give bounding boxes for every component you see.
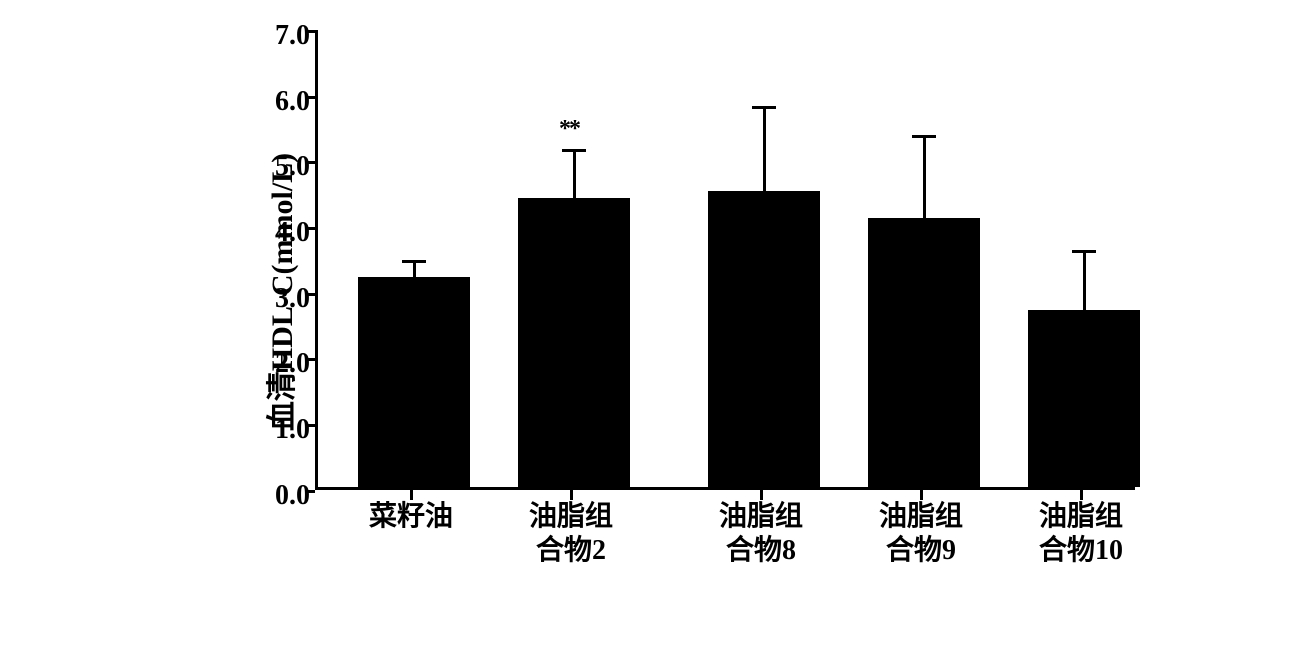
- bar-chart: 血清HDL-C(mmol/L) 7.0 6.0 5.0 4.0 3.0 2.0 …: [200, 20, 1150, 620]
- error-bar: [763, 106, 766, 191]
- x-tick-mark: [410, 490, 413, 500]
- error-bar: [573, 149, 576, 198]
- bar: [868, 218, 980, 487]
- x-tick-mark: [760, 490, 763, 500]
- error-cap: [912, 135, 936, 138]
- x-tick-mark: [1080, 490, 1083, 500]
- error-cap: [562, 149, 586, 152]
- bar: [518, 198, 630, 487]
- y-tick-label: 3.0: [250, 283, 310, 315]
- y-tick-mark: [305, 161, 315, 164]
- x-axis-label: 油脂组合物8: [691, 500, 831, 567]
- x-axis-label-line2: 合物9: [851, 534, 991, 568]
- y-tick-mark: [305, 227, 315, 230]
- x-tick-mark: [570, 490, 573, 500]
- y-tick-mark: [305, 30, 315, 33]
- error-cap: [1072, 250, 1096, 253]
- error-cap: [752, 106, 776, 109]
- bar: [358, 277, 470, 487]
- x-tick-mark: [920, 490, 923, 500]
- error-bar: [1083, 250, 1086, 309]
- x-axis-label-line1: 油脂组: [501, 500, 641, 534]
- y-tick-mark: [305, 293, 315, 296]
- bar: [708, 191, 820, 487]
- x-axis-label: 油脂组合物10: [1011, 500, 1151, 567]
- plot-area: **: [315, 30, 1135, 490]
- x-axis-label: 油脂组合物9: [851, 500, 991, 567]
- y-tick-mark: [305, 358, 315, 361]
- y-tick-label: 5.0: [250, 151, 310, 183]
- x-axis-label: 油脂组合物2: [501, 500, 641, 567]
- error-cap: [402, 260, 426, 263]
- x-axis-label-line2: 合物2: [501, 534, 641, 568]
- y-tick-mark: [305, 490, 315, 493]
- y-tick-label: 2.0: [250, 348, 310, 380]
- error-bar: [923, 135, 926, 217]
- x-axis-label-line2: 合物8: [691, 534, 831, 568]
- significance-marker: **: [559, 116, 579, 143]
- x-axis-label-line1: 油脂组: [1011, 500, 1151, 534]
- y-tick-mark: [305, 96, 315, 99]
- y-tick-label: 6.0: [250, 86, 310, 118]
- y-tick-label: 7.0: [250, 20, 310, 52]
- x-axis-label-line2: 合物10: [1011, 534, 1151, 568]
- x-axis-label-line1: 菜籽油: [341, 500, 481, 534]
- y-tick-label: 0.0: [250, 480, 310, 512]
- x-axis-label-line1: 油脂组: [691, 500, 831, 534]
- x-axis-label-line1: 油脂组: [851, 500, 991, 534]
- bar: [1028, 310, 1140, 487]
- y-tick-mark: [305, 424, 315, 427]
- y-tick-label: 1.0: [250, 414, 310, 446]
- y-tick-label: 4.0: [250, 217, 310, 249]
- x-axis-label: 菜籽油: [341, 500, 481, 534]
